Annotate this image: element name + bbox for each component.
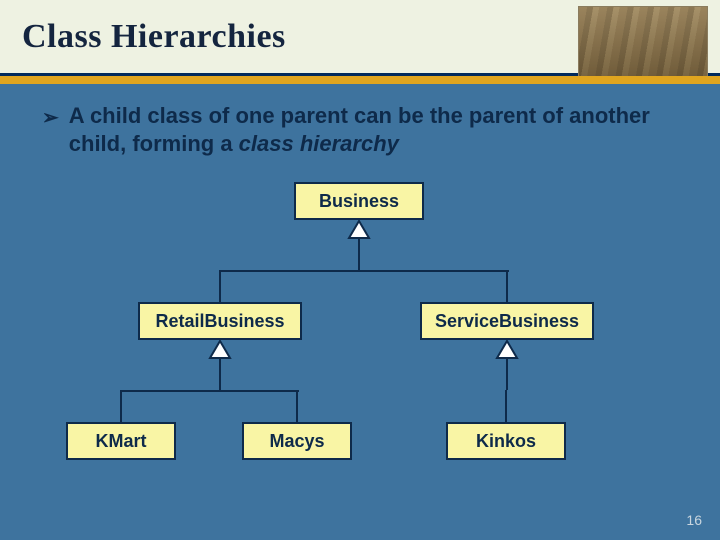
edge-line [220,270,509,272]
node-business: Business [294,182,424,220]
edge-line [296,390,298,422]
edge-line [505,390,507,422]
class-hierarchy-diagram: Business RetailBusiness ServiceBusiness KMa… [42,182,678,482]
edge-line [358,238,360,270]
node-kmart: KMart [66,422,176,460]
node-service: ServiceBusiness [420,302,594,340]
header-decorative-image [578,6,708,78]
edge-line [506,358,508,390]
slide-content: ➢ A child class of one parent can be the… [0,76,720,540]
node-retail: RetailBusiness [138,302,302,340]
slide-header: Class Hierarchies [0,0,720,76]
edge-line [120,390,122,422]
bullet-marker-icon: ➢ [42,104,59,132]
inheritance-arrow-icon [495,340,519,360]
inheritance-arrow-icon [347,220,371,240]
page-number: 16 [686,512,702,528]
edge-line [219,270,221,302]
edge-line [506,270,508,302]
edge-line [219,358,221,390]
bullet-item: ➢ A child class of one parent can be the… [42,102,678,158]
node-macys: Macys [242,422,352,460]
bullet-text-italic: class hierarchy [239,131,399,156]
inheritance-arrow-icon [208,340,232,360]
bullet-text: A child class of one parent can be the p… [69,102,678,158]
node-kinkos: Kinkos [446,422,566,460]
edge-line [121,390,299,392]
